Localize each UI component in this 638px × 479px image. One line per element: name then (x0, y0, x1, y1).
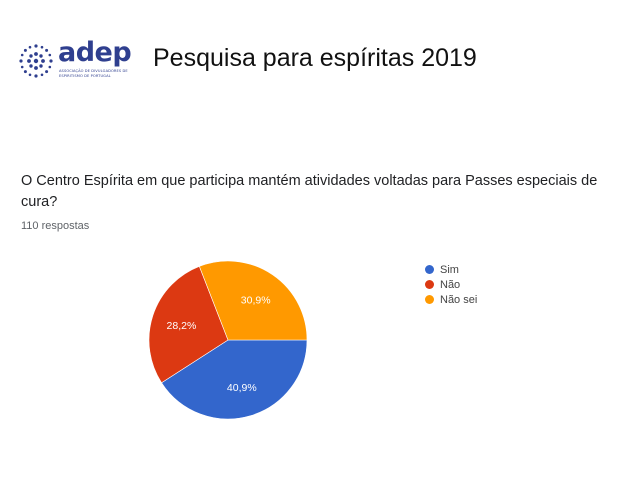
legend-label: Sim (440, 263, 459, 276)
slide-title: Pesquisa para espíritas 2019 (153, 44, 477, 72)
pie-label-sim: 40,9% (227, 382, 257, 394)
legend-label: Não (440, 278, 461, 291)
survey-question: O Centro Espírita em que participa manté… (21, 173, 598, 210)
logo-tagline: ASSOCIAÇÃO DE DIVULGADORES DE ESPIRITISM… (59, 69, 128, 78)
legend-swatch (425, 280, 434, 289)
pie-chart: 40,9% 28,2% 30,9% (148, 260, 308, 420)
legend-swatch (425, 295, 434, 304)
logo-wordmark: adep (58, 37, 132, 68)
legend-item-não: Não (425, 277, 477, 292)
adep-logo: adep ASSOCIAÇÃO DE DIVULGADORES DE ESPIR… (16, 37, 132, 84)
legend-swatch (425, 265, 434, 274)
pie-label-não: 28,2% (167, 320, 197, 332)
legend-item-sim: Sim (425, 262, 477, 277)
pie-slice-não (148, 265, 229, 384)
pie-slice-sim (161, 339, 308, 420)
response-count: 110 respostas (21, 220, 90, 232)
pie-label-não-sei: 30,9% (241, 295, 271, 307)
chart-legend: Sim Não Não sei (425, 262, 477, 307)
legend-label: Não sei (440, 293, 478, 306)
pie-slice-não-sei (198, 260, 308, 341)
legend-item-não-sei: Não sei (425, 292, 477, 307)
logo-dots-icon (19, 44, 53, 78)
